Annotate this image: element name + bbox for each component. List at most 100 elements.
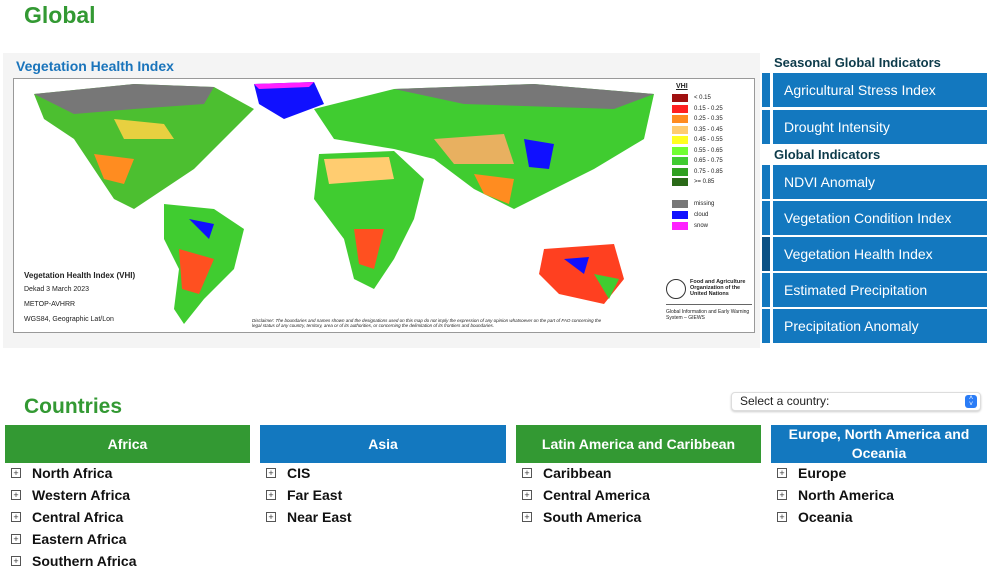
- legend-label: 0.65 - 0.75: [694, 158, 723, 164]
- vegetation-condition-index-button[interactable]: Vegetation Condition Index: [773, 201, 987, 235]
- chevron-updown-icon: ˄ ˅: [965, 395, 977, 408]
- subregion-label: Caribbean: [543, 465, 612, 481]
- subregion-label: North America: [798, 487, 894, 503]
- expand-plus-icon[interactable]: +: [11, 556, 21, 566]
- ndvi-anomaly-button[interactable]: NDVI Anomaly: [773, 165, 987, 199]
- legend-item: 0.15 - 0.25: [672, 104, 723, 113]
- legend-label: 0.25 - 0.35: [694, 116, 723, 122]
- legend-label: 0.15 - 0.25: [694, 105, 723, 112]
- expand-plus-icon[interactable]: +: [522, 468, 532, 478]
- fao-logo-icon: [666, 279, 686, 299]
- map-disclaimer: Disclaimer: The boundaries and names sho…: [252, 318, 602, 328]
- subregion-item[interactable]: + Near East: [266, 509, 352, 525]
- expand-plus-icon[interactable]: +: [266, 512, 276, 522]
- fao-logo-text: Food and Agriculture Organization of the…: [690, 279, 746, 297]
- legend-swatch: [672, 167, 688, 176]
- subregion-item[interactable]: + Western Africa: [11, 487, 130, 503]
- legend-item: 0.65 - 0.75: [672, 157, 723, 165]
- agricultural-stress-index-button[interactable]: Agricultural Stress Index: [773, 73, 987, 107]
- legend-swatch: [672, 178, 688, 186]
- legend-swatch: [672, 222, 688, 230]
- legend-swatch: [672, 125, 688, 134]
- expand-plus-icon[interactable]: +: [522, 490, 532, 500]
- legend-item: 0.25 - 0.35: [672, 115, 723, 123]
- map-info-sensor: METOP-AVHRR: [24, 301, 76, 308]
- expand-plus-icon[interactable]: +: [11, 468, 21, 478]
- subregion-item[interactable]: + Central America: [522, 487, 650, 503]
- vhi-map: VHI < 0.15 0.15 - 0.25 0.25 - 0.35 0.35 - 0…: [13, 78, 755, 333]
- legend-title: VHI: [676, 83, 688, 90]
- region-header-asia[interactable]: Asia: [260, 425, 506, 463]
- region-header-africa[interactable]: Africa: [5, 425, 250, 463]
- legend-label: 0.45 - 0.55: [694, 137, 723, 143]
- subregion-label: Oceania: [798, 509, 853, 525]
- tab-strip: [762, 73, 770, 107]
- precipitation-anomaly-button[interactable]: Precipitation Anomaly: [773, 309, 987, 343]
- countries-title: Countries: [24, 395, 123, 418]
- subregion-item[interactable]: + South America: [522, 509, 641, 525]
- tab-strip: [762, 165, 770, 199]
- subregion-item[interactable]: + Europe: [777, 465, 846, 481]
- expand-plus-icon[interactable]: +: [266, 468, 276, 478]
- expand-plus-icon[interactable]: +: [11, 490, 21, 500]
- expand-plus-icon[interactable]: +: [266, 490, 276, 500]
- subregion-label: Near East: [287, 509, 352, 525]
- legend-swatch: [672, 146, 688, 155]
- vegetation-health-index-button[interactable]: Vegetation Health Index: [773, 237, 987, 271]
- subregion-item[interactable]: + Far East: [266, 487, 342, 503]
- legend-item: 0.75 - 0.85: [672, 167, 723, 176]
- subregion-label: Far East: [287, 487, 343, 503]
- subregion-item[interactable]: + Central Africa: [11, 509, 123, 525]
- subregion-label: CIS: [287, 465, 311, 481]
- subregion-label: North Africa: [32, 465, 113, 481]
- expand-plus-icon[interactable]: +: [777, 468, 787, 478]
- legend-swatch: [672, 157, 688, 165]
- subregion-item[interactable]: + North America: [777, 487, 894, 503]
- legend-item: missing: [672, 200, 714, 208]
- legend-swatch: [672, 211, 688, 219]
- subregion-item[interactable]: + CIS: [266, 465, 310, 481]
- legend-swatch: [672, 104, 688, 113]
- subregion-item[interactable]: + Caribbean: [522, 465, 611, 481]
- legend-label: 0.35 - 0.45: [694, 126, 723, 133]
- subregion-label: South America: [543, 509, 642, 525]
- expand-plus-icon[interactable]: +: [777, 490, 787, 500]
- expand-plus-icon[interactable]: +: [11, 512, 21, 522]
- legend-swatch: [672, 115, 688, 123]
- legend-item: < 0.15: [672, 94, 711, 102]
- legend-item: snow: [672, 222, 708, 230]
- subregion-item[interactable]: + North Africa: [11, 465, 112, 481]
- global-indicators-heading: Global Indicators: [774, 147, 881, 162]
- map-info-projection: WGS84, Geographic Lat/Lon: [24, 316, 114, 323]
- region-header-europe-north-america-and-oceania[interactable]: Europe, North America and Oceania: [771, 425, 987, 463]
- legend-item: 0.45 - 0.55: [672, 136, 723, 144]
- subregion-item[interactable]: + Southern Africa: [11, 553, 137, 569]
- map-info-title: Vegetation Health Index (VHI): [24, 271, 136, 280]
- region-header-latin-america-and-caribbean[interactable]: Latin America and Caribbean: [516, 425, 761, 463]
- expand-plus-icon[interactable]: +: [522, 512, 532, 522]
- country-select-value: Select a country:: [740, 394, 830, 408]
- map-info-date: Dekad 3 March 2023: [24, 286, 89, 293]
- legend-item: 0.35 - 0.45: [672, 125, 723, 134]
- legend-label: missing: [694, 201, 715, 207]
- legend-item: 0.55 - 0.65: [672, 146, 723, 155]
- page-title: Global: [24, 2, 96, 28]
- tab-strip: [762, 273, 770, 307]
- legend-label: < 0.15: [694, 95, 711, 101]
- drought-intensity-button[interactable]: Drought Intensity: [773, 110, 987, 144]
- country-select[interactable]: Select a country: ˄ ˅: [731, 392, 981, 411]
- expand-plus-icon[interactable]: +: [777, 512, 787, 522]
- subregion-label: Central America: [543, 487, 650, 503]
- tab-strip: [762, 110, 770, 144]
- tab-strip: [762, 201, 770, 235]
- map-title: Vegetation Health Index: [16, 58, 174, 74]
- subregion-label: Western Africa: [32, 487, 131, 503]
- legend-swatch: [672, 200, 688, 208]
- subregion-label: Central Africa: [32, 509, 124, 525]
- world-map-image: [34, 82, 654, 324]
- giews-text: Global Information and Early Warning Sys…: [666, 309, 750, 321]
- subregion-item[interactable]: + Eastern Africa: [11, 531, 126, 547]
- subregion-item[interactable]: + Oceania: [777, 509, 852, 525]
- estimated-precipitation-button[interactable]: Estimated Precipitation: [773, 273, 987, 307]
- expand-plus-icon[interactable]: +: [11, 534, 21, 544]
